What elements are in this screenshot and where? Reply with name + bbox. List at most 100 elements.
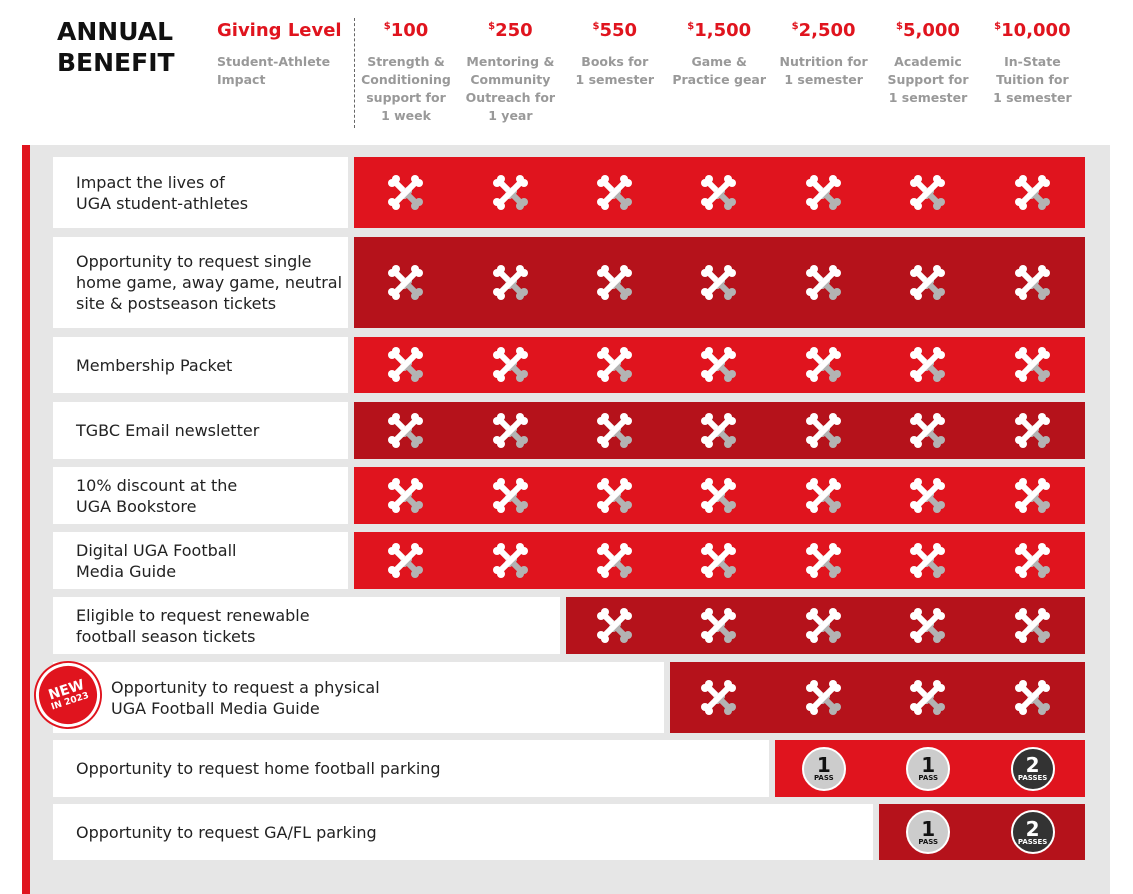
bone-knob: [933, 264, 942, 273]
benefit-cell: [354, 237, 458, 328]
bone-icon: [805, 679, 841, 715]
impact-line: Mentoring &: [466, 54, 555, 69]
bone-icon: [388, 477, 424, 513]
currency: $: [592, 21, 600, 32]
bone-icon: [701, 679, 737, 715]
bone-knob: [619, 569, 628, 578]
title-line: BENEFIT: [57, 48, 175, 77]
bone-knob: [600, 634, 609, 643]
level-impact: Academic Support for 1 semester: [876, 53, 980, 107]
bone-shaft: [808, 267, 838, 297]
currency: $: [791, 21, 799, 32]
bone-icon: [910, 412, 946, 448]
pass-label: PASSES: [1017, 774, 1048, 782]
bone-knob: [1018, 374, 1027, 382]
benefit-label: Impact the lives of UGA student-athletes: [53, 157, 348, 228]
bone-knob: [705, 412, 714, 421]
bone-knob: [411, 264, 420, 273]
bone-knob: [496, 477, 505, 486]
level-impact: Strength & Conditioning support for 1 week: [354, 53, 458, 125]
bone-knob: [496, 569, 505, 578]
impact-line: Outreach for: [465, 90, 556, 105]
label-line: Opportunity to request single: [76, 252, 312, 271]
bone-knob: [1018, 412, 1027, 421]
impact-line: 1 semester: [993, 90, 1072, 105]
bone-knob: [933, 174, 942, 183]
bone-shaft: [1017, 610, 1047, 640]
bone-shaft: [808, 415, 838, 445]
bone-knob: [705, 569, 714, 578]
pass-badge: 1 PASS: [801, 746, 846, 791]
bone-knob: [933, 542, 942, 551]
level-amount: $10,000: [980, 20, 1084, 41]
impact-line: Nutrition for: [779, 54, 868, 69]
bone-knob: [600, 412, 609, 421]
bone-shaft: [495, 480, 525, 510]
pass-label: PASS: [813, 774, 834, 782]
bone-knob: [933, 374, 942, 382]
bone-knob: [828, 706, 837, 715]
pass-label: PASS: [918, 837, 939, 846]
bone-knob: [933, 201, 942, 210]
benefit-cell: [876, 662, 980, 733]
bone-knob: [392, 439, 401, 448]
bone-knob: [619, 504, 628, 513]
bone-knob: [515, 504, 524, 513]
bone-knob: [1018, 679, 1027, 688]
benefit-cell: [667, 597, 771, 654]
benefit-cell: 2 PASSES: [980, 740, 1084, 797]
label-line: 10% discount at the: [76, 475, 238, 495]
bone-knob: [724, 439, 733, 448]
bone-icon: [492, 347, 528, 382]
bone-knob: [619, 174, 628, 183]
bone-knob: [392, 569, 401, 578]
benefit-cell: [876, 337, 980, 393]
bone-shaft: [599, 480, 629, 510]
benefit-cell: [354, 532, 458, 589]
bone-knob: [392, 504, 401, 513]
bone-icon: [1014, 542, 1050, 578]
bone-knob: [392, 291, 401, 300]
bone-knob: [600, 477, 609, 486]
bone-shaft: [599, 415, 629, 445]
bone-knob: [496, 201, 505, 210]
bone-knob: [724, 174, 733, 183]
impact-line: Support for: [887, 72, 969, 87]
bone-knob: [411, 374, 420, 382]
bone-knob: [1037, 504, 1046, 513]
bone-icon: [596, 412, 632, 448]
level-amount: $5,000: [876, 20, 980, 41]
level-amount: $250: [458, 20, 562, 41]
benefit-cell: [563, 237, 667, 328]
bone-icon: [1014, 607, 1050, 643]
amount: 1,500: [694, 20, 752, 41]
benefit-label: Digital UGA Football Media Guide: [53, 532, 348, 589]
giving-sublabel: Student-Athlete Impact: [217, 53, 330, 89]
bone-shaft: [1017, 177, 1047, 207]
bone-knob: [705, 347, 714, 355]
bone-knob: [828, 412, 837, 421]
bone-knob: [724, 291, 733, 300]
benefit-cell: [667, 337, 771, 393]
benefit-cell: 1 PASS: [876, 740, 980, 797]
bone-shaft: [913, 682, 943, 712]
bone-knob: [515, 477, 524, 486]
bone-knob: [1018, 607, 1027, 616]
bone-icon: [701, 264, 737, 300]
bone-knob: [828, 634, 837, 643]
bone-shaft: [913, 610, 943, 640]
bone-icon: [492, 477, 528, 513]
bone-knob: [600, 201, 609, 210]
bone-knob: [600, 607, 609, 616]
benefit-cell: [667, 662, 771, 733]
bone-icon: [910, 174, 946, 210]
bone-shaft: [599, 545, 629, 575]
bone-knob: [933, 679, 942, 688]
bone-knob: [600, 291, 609, 300]
bone-knob: [1018, 634, 1027, 643]
level-amount: $1,500: [667, 20, 771, 41]
label-line: Media Guide: [76, 561, 177, 581]
bone-knob: [828, 569, 837, 578]
bone-knob: [809, 607, 818, 616]
bone-knob: [1037, 569, 1046, 578]
